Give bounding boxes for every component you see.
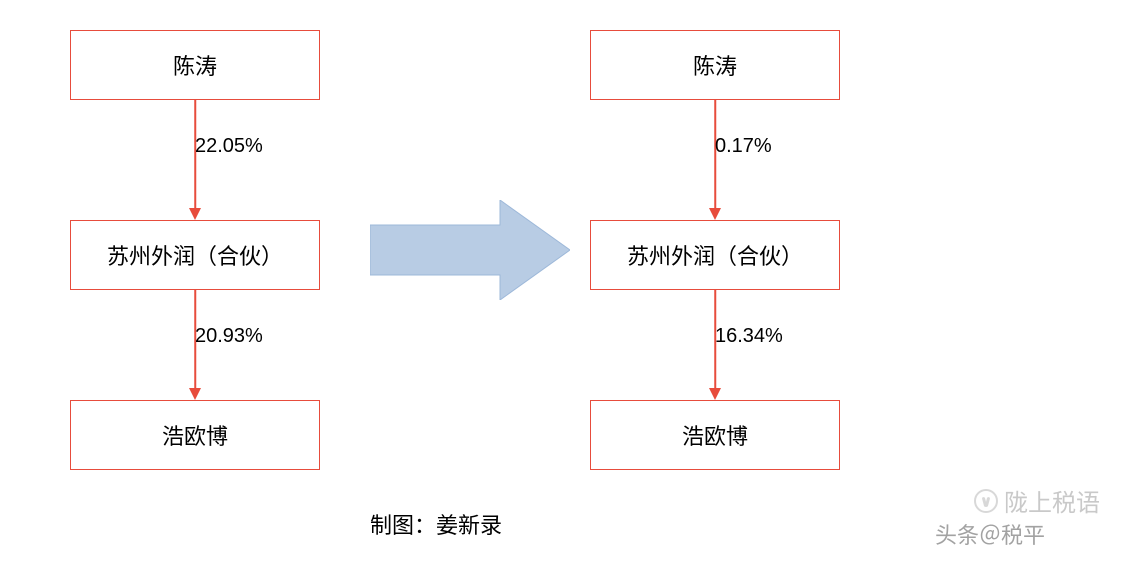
node-left-1: 陈涛 [70,30,320,100]
edge-label: 16.34% [715,325,783,348]
caption-text: 制图：姜新录 [370,513,502,538]
watermark-text: 陇上税语 [1004,483,1100,518]
transition-arrow [370,200,570,300]
node-right-1: 陈涛 [590,30,840,100]
node-label: 苏州外润（合伙） [107,239,283,271]
node-label: 陈涛 [173,49,217,81]
node-left-2: 苏州外润（合伙） [70,220,320,290]
node-label: 陈涛 [693,49,737,81]
node-label: 浩欧博 [162,419,228,451]
node-right-3: 浩欧博 [590,400,840,470]
edge-label: 20.93% [195,325,263,348]
watermark-2: 头条＠税平 [935,518,1045,550]
node-label: 苏州外润（合伙） [627,239,803,271]
watermark-text: 头条＠税平 [935,523,1045,548]
caption: 制图：姜新录 [370,508,502,540]
edge-label: 22.05% [195,135,263,158]
wechat-icon [974,489,998,513]
watermark-1: 陇上税语 [974,483,1100,518]
edge-label: 0.17% [715,135,772,158]
node-left-3: 浩欧博 [70,400,320,470]
node-right-2: 苏州外润（合伙） [590,220,840,290]
arrow-right-icon [370,200,570,300]
node-label: 浩欧博 [682,419,748,451]
